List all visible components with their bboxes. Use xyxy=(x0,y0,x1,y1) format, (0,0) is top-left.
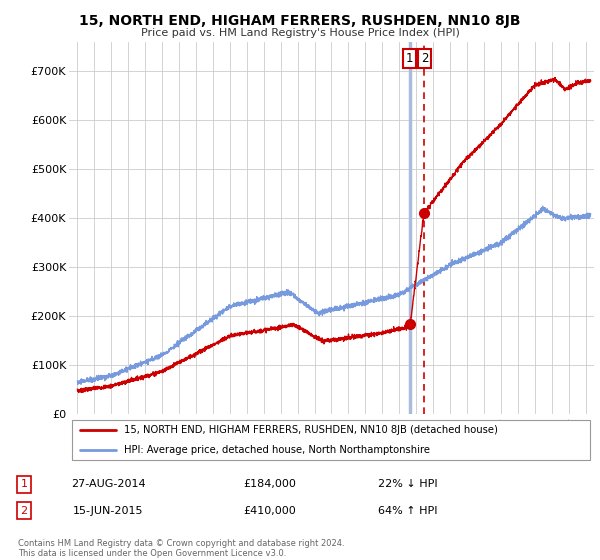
Text: Contains HM Land Registry data © Crown copyright and database right 2024.
This d: Contains HM Land Registry data © Crown c… xyxy=(18,539,344,558)
Text: Price paid vs. HM Land Registry's House Price Index (HPI): Price paid vs. HM Land Registry's House … xyxy=(140,28,460,38)
Text: 22% ↓ HPI: 22% ↓ HPI xyxy=(378,479,438,489)
Text: £410,000: £410,000 xyxy=(244,506,296,516)
Text: 15-JUN-2015: 15-JUN-2015 xyxy=(73,506,143,516)
Text: 15, NORTH END, HIGHAM FERRERS, RUSHDEN, NN10 8JB (detached house): 15, NORTH END, HIGHAM FERRERS, RUSHDEN, … xyxy=(124,425,498,435)
Text: 15, NORTH END, HIGHAM FERRERS, RUSHDEN, NN10 8JB: 15, NORTH END, HIGHAM FERRERS, RUSHDEN, … xyxy=(79,14,521,28)
Text: 1: 1 xyxy=(20,479,28,489)
FancyBboxPatch shape xyxy=(71,420,590,460)
Text: 64% ↑ HPI: 64% ↑ HPI xyxy=(378,506,438,516)
Text: 1: 1 xyxy=(406,52,413,66)
Text: 27-AUG-2014: 27-AUG-2014 xyxy=(71,479,145,489)
Text: 2: 2 xyxy=(20,506,28,516)
Text: £184,000: £184,000 xyxy=(244,479,296,489)
Text: HPI: Average price, detached house, North Northamptonshire: HPI: Average price, detached house, Nort… xyxy=(124,445,430,455)
Text: 2: 2 xyxy=(421,52,428,66)
